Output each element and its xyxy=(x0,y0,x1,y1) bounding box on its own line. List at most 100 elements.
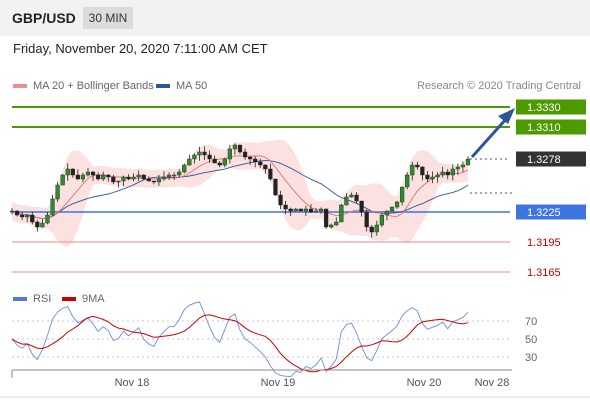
candle-body xyxy=(227,148,232,160)
level-label: 1.3165 xyxy=(527,267,561,279)
x-tick-label: Nov 28 xyxy=(475,377,510,389)
projection-arrow xyxy=(470,116,509,159)
level-label: 1.3278 xyxy=(527,154,561,166)
candle-body xyxy=(65,168,70,176)
candle-body xyxy=(126,176,131,180)
rsi-tick-label: 30 xyxy=(525,352,537,364)
candle-body xyxy=(30,214,35,223)
candle-body xyxy=(354,194,359,202)
candle-body xyxy=(146,178,151,182)
candle-body xyxy=(415,164,420,168)
candle-body xyxy=(248,156,253,160)
candle-body xyxy=(339,204,344,223)
candle-body xyxy=(329,224,334,228)
candle-body xyxy=(136,174,141,178)
candle-body xyxy=(445,171,450,176)
candle-body xyxy=(35,221,40,228)
level-label: 1.3225 xyxy=(527,207,561,219)
candle-body xyxy=(106,174,111,178)
candle-body xyxy=(75,174,80,180)
candle-body xyxy=(288,208,293,212)
ma50-line xyxy=(11,160,469,220)
candle-body xyxy=(40,222,45,228)
candle-body xyxy=(308,208,314,213)
candle-body xyxy=(237,144,243,153)
candle-body xyxy=(298,208,303,212)
candle-body xyxy=(212,158,217,164)
level-label: 1.3195 xyxy=(527,237,561,249)
candle-body xyxy=(440,171,445,176)
candle-body xyxy=(455,166,460,170)
x-tick-label: Nov 20 xyxy=(407,377,442,389)
candle-body xyxy=(268,168,273,180)
candle-body xyxy=(389,206,395,212)
candle-body xyxy=(80,174,86,180)
candle-body xyxy=(166,174,172,178)
candle-body xyxy=(364,211,369,228)
candle-body xyxy=(55,184,60,200)
candle-body xyxy=(217,162,222,166)
candle-body xyxy=(232,144,238,150)
rsi-line xyxy=(11,301,469,378)
candle-body xyxy=(435,174,440,178)
timestamp: Friday, November 20, 2020 7:11:00 AM CET xyxy=(13,41,268,56)
candle-body xyxy=(344,196,349,206)
level-label-bg xyxy=(516,204,586,220)
candle-body xyxy=(197,151,202,156)
candle-body xyxy=(334,221,339,226)
legend-ma20: MA 20 + Bollinger Bands xyxy=(13,80,154,92)
x-tick-label: Nov 19 xyxy=(261,377,296,389)
candle-body xyxy=(161,176,167,180)
level-label: 1.3310 xyxy=(527,122,561,134)
level-label: 1.3330 xyxy=(527,102,561,114)
candle-body xyxy=(425,174,430,180)
legend-rsi-swatch xyxy=(13,297,27,302)
candle-body xyxy=(273,178,278,196)
candle-body xyxy=(222,158,227,166)
candle-body xyxy=(450,168,455,176)
candle-body xyxy=(45,214,50,224)
timeframe-button[interactable]: 30 MIN xyxy=(83,7,133,29)
level-label-bg xyxy=(516,119,586,135)
candle-body xyxy=(111,176,116,183)
bollinger-band xyxy=(12,139,468,248)
candle-body xyxy=(116,180,121,183)
candle-body xyxy=(101,174,106,180)
candle-body xyxy=(349,194,354,198)
candle-body xyxy=(96,174,101,180)
candle-body xyxy=(60,174,65,186)
candle-body xyxy=(187,158,192,166)
legend-ma50-swatch xyxy=(156,84,170,89)
candle-body xyxy=(182,164,187,173)
candle-body xyxy=(379,214,384,226)
legend-9ma-swatch xyxy=(62,297,76,302)
candle-body xyxy=(369,226,374,233)
legend-9ma-label: 9MA xyxy=(82,293,105,305)
candle-body xyxy=(324,208,329,228)
rsi-tick-label: 70 xyxy=(525,316,537,328)
candle-body xyxy=(460,164,466,168)
legend-ma50: MA 50 xyxy=(156,80,207,92)
candle-body xyxy=(278,194,283,206)
level-label-bg xyxy=(516,151,586,167)
ma20-line xyxy=(11,155,469,220)
candle-body xyxy=(90,171,96,176)
candle-body xyxy=(172,174,177,177)
candle-body xyxy=(465,158,471,166)
candle-body xyxy=(258,161,263,166)
candle-body xyxy=(400,186,405,203)
candle-body xyxy=(384,210,390,216)
rsi-tick-label: 50 xyxy=(525,334,537,346)
candle-body xyxy=(430,176,435,180)
candle-body xyxy=(263,164,268,170)
legend-rsi: RSI xyxy=(13,293,51,305)
legend-rsi-label: RSI xyxy=(33,293,52,305)
legend-ma20-swatch xyxy=(13,84,27,89)
candle-body xyxy=(121,176,126,182)
candle-body xyxy=(156,178,162,183)
legend-ma50-label: MA 50 xyxy=(176,80,208,92)
candle-body xyxy=(318,208,324,212)
x-tick-label: Nov 18 xyxy=(115,377,150,389)
candle-body xyxy=(192,154,197,160)
